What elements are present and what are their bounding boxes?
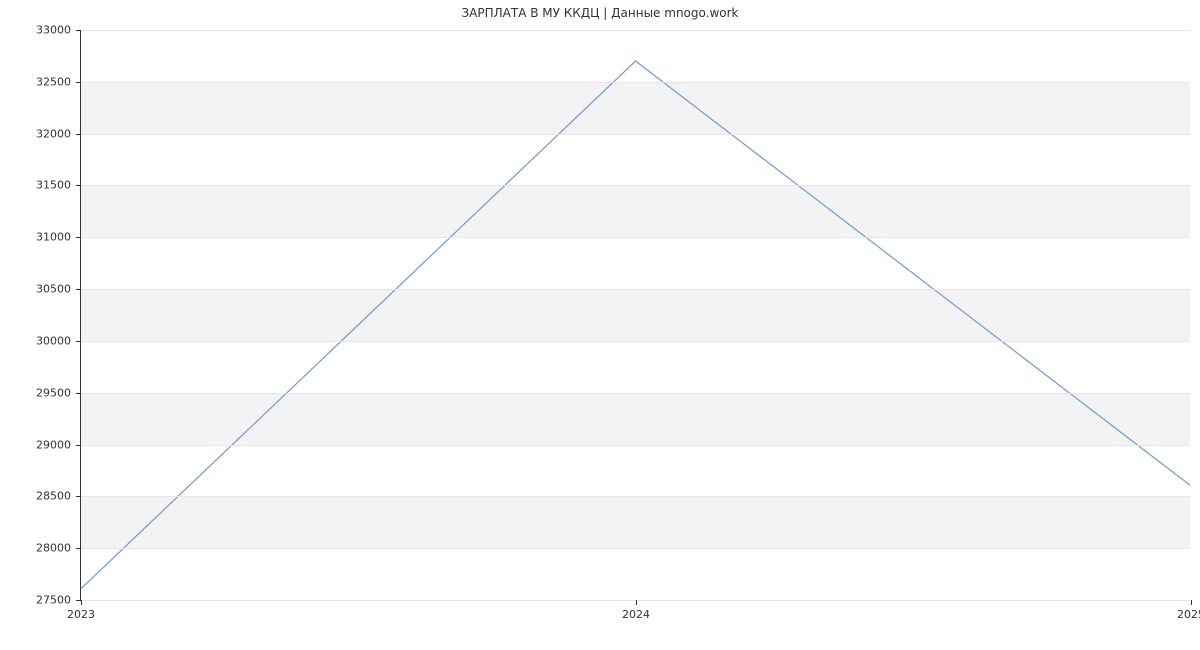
y-tick-mark xyxy=(76,237,81,238)
x-tick-mark xyxy=(636,600,637,605)
y-gridline xyxy=(81,548,1190,549)
x-tick-mark xyxy=(1191,600,1192,605)
y-gridline xyxy=(81,445,1190,446)
y-gridline xyxy=(81,185,1190,186)
line-series xyxy=(81,30,1190,599)
y-tick-mark xyxy=(76,393,81,394)
y-gridline xyxy=(81,30,1190,31)
y-tick-mark xyxy=(76,341,81,342)
y-tick-label: 32500 xyxy=(21,75,71,88)
y-gridline xyxy=(81,341,1190,342)
y-tick-label: 30000 xyxy=(21,334,71,347)
x-tick-label: 2023 xyxy=(67,608,95,621)
y-tick-label: 31500 xyxy=(21,179,71,192)
y-tick-label: 28000 xyxy=(21,542,71,555)
y-tick-mark xyxy=(76,185,81,186)
plot-area: 2750028000285002900029500300003050031000… xyxy=(80,30,1190,600)
x-tick-mark xyxy=(81,600,82,605)
x-tick-label: 2024 xyxy=(622,608,650,621)
x-tick-label: 2025 xyxy=(1177,608,1200,621)
y-tick-mark xyxy=(76,445,81,446)
y-tick-label: 31000 xyxy=(21,231,71,244)
salary-chart: ЗАРПЛАТА В МУ ККДЦ | Данные mnogo.work 2… xyxy=(0,0,1200,650)
y-tick-mark xyxy=(76,496,81,497)
y-gridline xyxy=(81,82,1190,83)
y-gridline xyxy=(81,496,1190,497)
y-tick-label: 28500 xyxy=(21,490,71,503)
y-tick-label: 27500 xyxy=(21,594,71,607)
y-gridline xyxy=(81,134,1190,135)
y-gridline xyxy=(81,289,1190,290)
y-tick-label: 29000 xyxy=(21,438,71,451)
y-tick-mark xyxy=(76,134,81,135)
y-tick-label: 33000 xyxy=(21,24,71,37)
y-tick-label: 30500 xyxy=(21,283,71,296)
y-gridline xyxy=(81,393,1190,394)
y-tick-label: 29500 xyxy=(21,386,71,399)
y-tick-mark xyxy=(76,30,81,31)
y-tick-mark xyxy=(76,548,81,549)
chart-title: ЗАРПЛАТА В МУ ККДЦ | Данные mnogo.work xyxy=(0,6,1200,20)
y-tick-mark xyxy=(76,82,81,83)
y-tick-label: 32000 xyxy=(21,127,71,140)
y-gridline xyxy=(81,237,1190,238)
y-tick-mark xyxy=(76,289,81,290)
